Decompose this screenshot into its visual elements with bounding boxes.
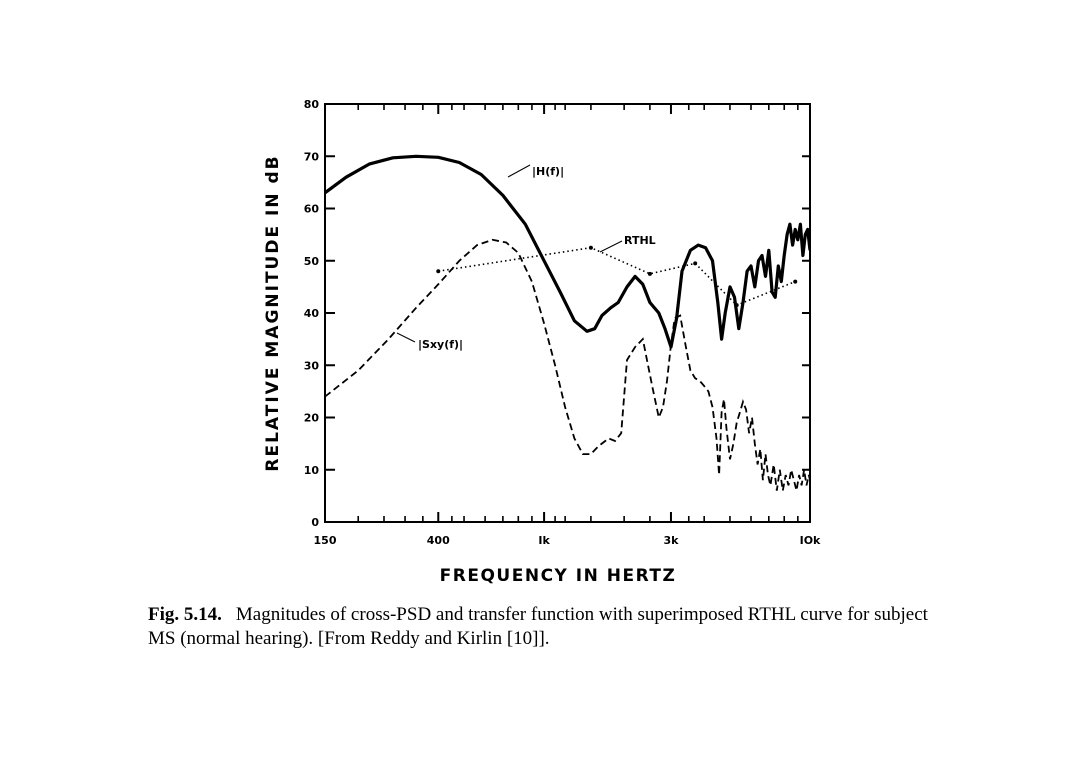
annotation-sxy-label: |Sxy(f)| xyxy=(418,338,463,351)
y-tick-label: 80 xyxy=(304,98,320,111)
y-tick-label: 10 xyxy=(304,464,320,477)
x-axis-ticks xyxy=(324,104,811,522)
y-tick-label: 40 xyxy=(304,307,320,320)
rthl-point xyxy=(588,245,593,250)
chart: 150 400 Ik 3k IOk 0 10 20 30 40 50 60 70 80 |H(f)| R… xyxy=(263,98,822,586)
x-tick-label: 150 xyxy=(314,534,337,547)
y-tick-label: 0 xyxy=(311,516,319,529)
x-tick-label: Ik xyxy=(538,534,550,547)
y-tick-label: 70 xyxy=(304,150,320,163)
x-axis-tick-labels: 150 400 Ik 3k IOk xyxy=(314,534,822,547)
y-tick-label: 20 xyxy=(304,412,320,425)
figure-caption: Fig. 5.14. Magnitudes of cross-PSD and tr… xyxy=(148,603,948,651)
rthl-point xyxy=(734,303,739,308)
annotation-h: |H(f)| xyxy=(507,164,564,178)
x-axis-title: FREQUENCY IN HERTZ xyxy=(440,566,677,586)
y-tick-label: 50 xyxy=(304,255,320,268)
y-axis-ticks xyxy=(325,103,810,523)
annotation-sxy: |Sxy(f)| xyxy=(396,332,463,351)
rthl-point xyxy=(436,269,441,274)
rthl-point xyxy=(647,271,652,276)
annotation-rthl-label: RTHL xyxy=(624,234,656,247)
y-tick-label: 60 xyxy=(304,203,320,216)
series-layer xyxy=(325,154,810,491)
x-tick-label: 3k xyxy=(663,534,679,547)
rthl-points xyxy=(436,245,798,308)
annotation-rthl-leader xyxy=(599,240,623,253)
annotation-h-leader xyxy=(507,164,531,178)
caption-text: Magnitudes of cross-PSD and transfer fun… xyxy=(148,604,928,649)
x-tick-label: IOk xyxy=(800,534,821,547)
y-tick-label: 30 xyxy=(304,359,320,372)
rthl-point xyxy=(793,279,798,284)
series-line-rthl xyxy=(438,246,796,307)
rthl-point xyxy=(693,261,698,266)
annotation-rthl: RTHL xyxy=(599,234,656,253)
annotation-h-label: |H(f)| xyxy=(532,165,564,178)
annotation-sxy-leader xyxy=(396,332,416,343)
x-tick-label: 400 xyxy=(427,534,450,547)
y-axis-title: RELATIVE MAGNITUDE IN dB xyxy=(263,154,283,471)
series-line-sxy xyxy=(325,238,810,491)
y-axis-tick-labels: 0 10 20 30 40 50 60 70 80 xyxy=(304,98,320,529)
figure-number: Fig. 5.14. xyxy=(148,604,222,625)
